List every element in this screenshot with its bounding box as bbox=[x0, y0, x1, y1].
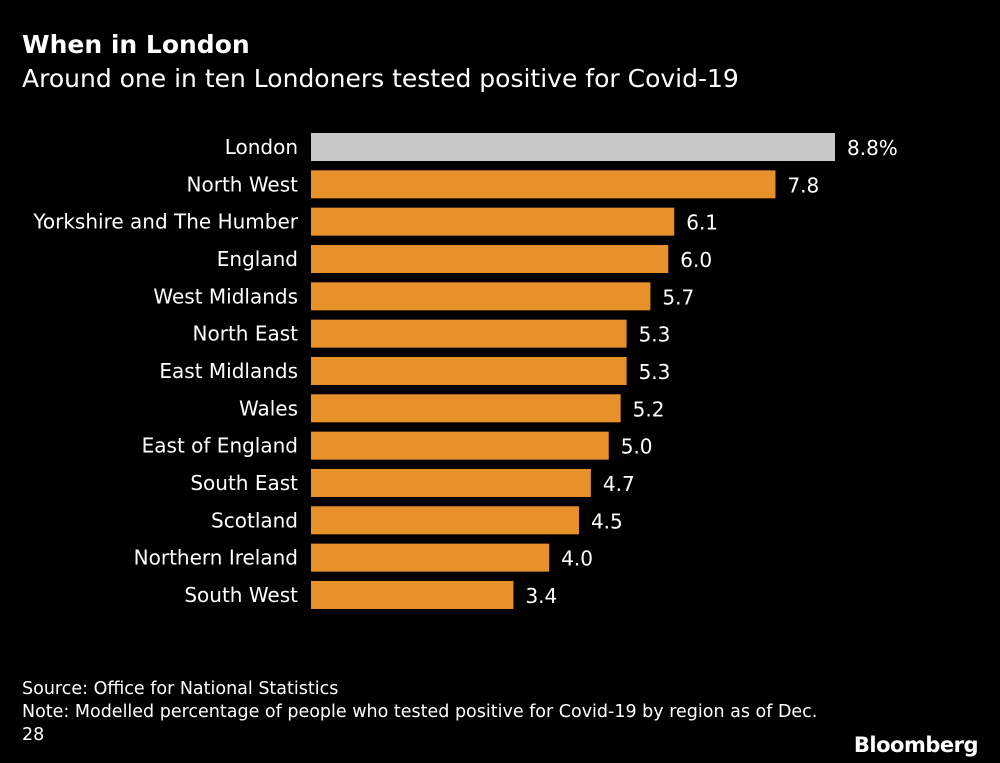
bar-england bbox=[311, 244, 669, 273]
value-label-south-west: 3.4 bbox=[525, 584, 557, 608]
category-label-south-west: South West bbox=[184, 583, 298, 607]
category-label-east-midlands: East Midlands bbox=[159, 359, 298, 383]
category-label-england: England bbox=[217, 247, 298, 271]
category-label-yorkshire-and-the-humber: Yorkshire and The Humber bbox=[32, 210, 298, 234]
value-label-east-of-england: 5.0 bbox=[621, 435, 653, 459]
bar-wales bbox=[311, 394, 621, 423]
category-label-london: London bbox=[225, 135, 298, 159]
value-label-scotland: 4.5 bbox=[591, 509, 623, 533]
category-label-south-east: South East bbox=[190, 471, 298, 495]
chart-subtitle: Around one in ten Londoners tested posit… bbox=[22, 64, 739, 93]
value-label-northern-ireland: 4.0 bbox=[561, 547, 593, 571]
category-label-north-west: North West bbox=[187, 172, 299, 196]
value-label-west-midlands: 5.7 bbox=[662, 285, 694, 309]
bar-south-east bbox=[311, 468, 591, 497]
bar-scotland bbox=[311, 506, 579, 535]
footnote: Note: Modelled percentage of people who … bbox=[22, 702, 818, 745]
bar-east-midlands bbox=[311, 356, 627, 385]
value-label-east-midlands: 5.3 bbox=[639, 360, 671, 384]
bar-chart: London 8.8% North West 7.8 Yorkshire and The… bbox=[32, 133, 898, 609]
category-label-north-east: North East bbox=[193, 322, 299, 346]
value-label-south-east: 4.7 bbox=[603, 472, 635, 496]
category-label-wales: Wales bbox=[239, 396, 298, 420]
bar-east-of-england bbox=[311, 431, 609, 460]
category-label-east-of-england: East of England bbox=[142, 434, 298, 458]
chart-title: When in London bbox=[22, 30, 250, 59]
bar-london bbox=[311, 133, 835, 161]
bar-yorkshire-and-the-humber bbox=[311, 207, 675, 236]
value-label-england: 6.0 bbox=[680, 248, 712, 272]
bar-north-west bbox=[311, 170, 776, 199]
bar-northern-ireland bbox=[311, 543, 550, 572]
value-label-north-west: 7.8 bbox=[787, 173, 819, 197]
value-label-london: 8.8% bbox=[847, 136, 898, 160]
category-label-west-midlands: West Midlands bbox=[153, 284, 298, 308]
bar-north-east bbox=[311, 319, 627, 348]
value-label-yorkshire-and-the-humber: 6.1 bbox=[686, 211, 718, 235]
value-label-north-east: 5.3 bbox=[639, 323, 671, 347]
category-label-northern-ireland: Northern Ireland bbox=[134, 546, 298, 570]
source-note: Source: Office for National Statistics bbox=[22, 679, 339, 699]
bloomberg-logo: Bloomberg bbox=[853, 733, 979, 757]
bar-south-west bbox=[311, 580, 514, 609]
category-label-scotland: Scotland bbox=[211, 508, 298, 532]
bar-west-midlands bbox=[311, 282, 651, 311]
value-label-wales: 5.2 bbox=[633, 397, 665, 421]
